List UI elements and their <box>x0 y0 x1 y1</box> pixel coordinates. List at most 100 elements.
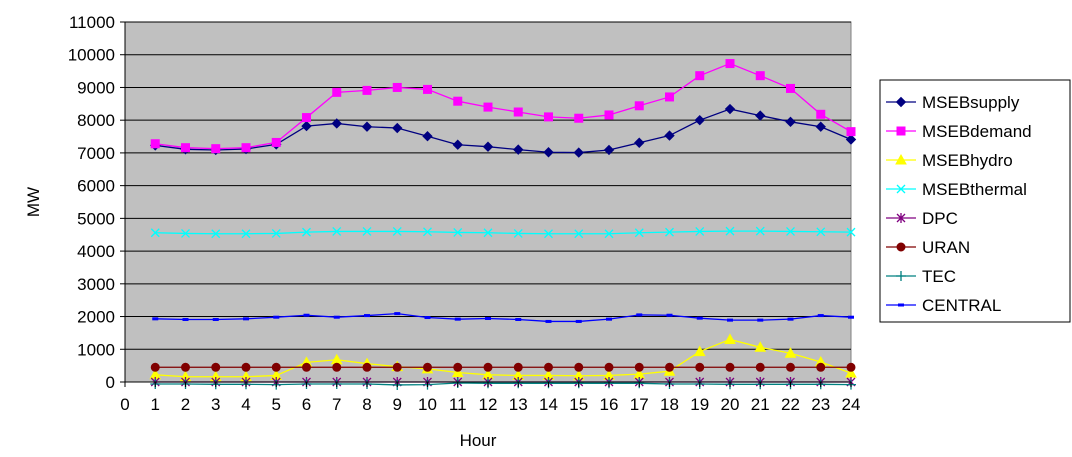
data-point-msebsupply <box>815 121 826 132</box>
data-point-uran <box>755 362 765 372</box>
y-tick-label: 3000 <box>77 275 115 294</box>
legend-item-msebthermal: MSEBthermal <box>886 180 1027 199</box>
data-point-msebsupply <box>543 147 554 158</box>
legend: MSEBsupply MSEBdemand MSEBhydro MSEBthermal… <box>879 79 1071 323</box>
data-point-msebsupply <box>724 103 736 115</box>
data-point-msebthermal <box>513 228 523 238</box>
data-point-uran <box>392 362 402 372</box>
data-point-uran <box>604 362 614 372</box>
data-point-uran <box>181 362 190 372</box>
series-line-msebhydro <box>155 338 852 378</box>
data-point-uran <box>695 362 705 372</box>
data-point-msebsupply <box>573 147 584 158</box>
legend-marker-uran <box>896 242 906 252</box>
legend-label: MSEBsupply <box>922 93 1020 112</box>
data-point-msebdemand <box>362 85 372 95</box>
x-tick-label: 6 <box>302 395 311 414</box>
data-point-uran <box>453 362 463 372</box>
data-point-uran <box>665 362 674 372</box>
y-tick-label: 6000 <box>77 177 115 196</box>
x-tick-label: 14 <box>539 395 558 414</box>
data-point-msebdemand <box>453 96 463 106</box>
data-point-msebhydro <box>754 341 767 352</box>
data-point-uran <box>211 362 221 372</box>
data-point-msebdemand <box>423 84 432 94</box>
data-point-msebthermal <box>634 228 644 238</box>
series-line-msebdemand <box>155 62 852 150</box>
legend-marker-msebsupply <box>895 96 907 108</box>
x-tick-label: 20 <box>721 395 740 414</box>
x-tick-label: 1 <box>151 395 160 414</box>
y-tick-label: 10000 <box>68 46 115 65</box>
legend-label: MSEBthermal <box>922 180 1027 199</box>
data-point-msebthermal <box>302 227 311 237</box>
data-point-msebdemand <box>181 143 190 153</box>
x-tick-label: 21 <box>751 395 770 414</box>
data-point-msebdemand <box>211 144 221 154</box>
data-point-msebsupply <box>603 144 615 156</box>
data-point-msebdemand <box>392 82 402 92</box>
legend-item-central: CENTRAL <box>886 296 1001 315</box>
data-point-msebdemand <box>786 83 795 93</box>
data-point-msebthermal <box>665 227 674 237</box>
data-point-msebthermal <box>483 228 493 238</box>
data-point-msebdemand <box>241 143 251 153</box>
series-msebdemand <box>150 59 856 154</box>
legend-label: CENTRAL <box>922 296 1001 315</box>
data-point-msebsupply <box>785 116 796 128</box>
data-point-msebdemand <box>634 101 644 111</box>
x-tick-label: 13 <box>509 395 528 414</box>
data-point-msebthermal <box>453 227 463 237</box>
y-tick-label: 0 <box>106 373 115 392</box>
data-point-msebdemand <box>725 59 735 69</box>
legend-marker-msebthermal <box>896 184 906 194</box>
data-point-msebdemand <box>150 139 160 149</box>
legend-label: TEC <box>922 267 956 286</box>
data-point-msebdemand <box>665 92 674 102</box>
data-point-msebhydro <box>784 347 797 358</box>
data-point-msebthermal <box>544 229 553 239</box>
legend-marker-msebhydro <box>895 153 907 165</box>
x-tick-label: 18 <box>660 395 679 414</box>
data-point-uran <box>634 362 644 372</box>
data-point-msebsupply <box>392 122 403 134</box>
data-point-msebthermal <box>846 227 856 237</box>
legend-marker-msebdemand <box>896 126 906 136</box>
data-point-msebsupply <box>482 141 494 152</box>
x-tick-label: 11 <box>449 395 467 414</box>
data-point-msebsupply <box>755 110 766 121</box>
data-point-msebhydro <box>724 333 736 344</box>
data-point-msebdemand <box>302 113 311 123</box>
data-point-uran <box>241 362 251 372</box>
data-point-msebthermal <box>150 228 160 238</box>
legend-item-msebdemand: MSEBdemand <box>886 122 1032 141</box>
data-point-uran <box>513 362 523 372</box>
data-point-msebsupply <box>694 114 705 126</box>
y-tick-label: 11000 <box>69 13 115 32</box>
series-line-msebthermal <box>155 230 852 235</box>
x-tick-label: 12 <box>479 395 498 414</box>
data-point-msebthermal <box>816 227 826 237</box>
legend-marker-dpc <box>896 213 906 223</box>
data-point-msebthermal <box>695 226 705 236</box>
x-tick-label: 22 <box>781 395 800 414</box>
x-tick-label: 5 <box>272 395 281 414</box>
y-tick-label: 5000 <box>77 209 115 228</box>
data-point-uran <box>271 362 281 372</box>
data-point-msebdemand <box>755 71 765 81</box>
data-point-uran <box>786 362 795 372</box>
data-point-msebsupply <box>513 144 524 155</box>
y-tick-label: 1000 <box>77 340 115 359</box>
legend-item-tec: TEC <box>886 267 956 286</box>
data-point-msebsupply <box>634 137 645 148</box>
y-tick-label: 7000 <box>77 144 115 163</box>
y-tick-label: 8000 <box>77 111 115 130</box>
data-point-uran <box>423 362 432 372</box>
data-point-msebsupply <box>452 139 463 150</box>
data-point-msebdemand <box>816 109 826 119</box>
legend-item-dpc: DPC <box>886 209 958 228</box>
legend-item-msebsupply: MSEBsupply <box>886 93 1020 112</box>
legend-item-msebhydro: MSEBhydro <box>886 151 1013 170</box>
data-point-msebsupply <box>664 130 675 141</box>
